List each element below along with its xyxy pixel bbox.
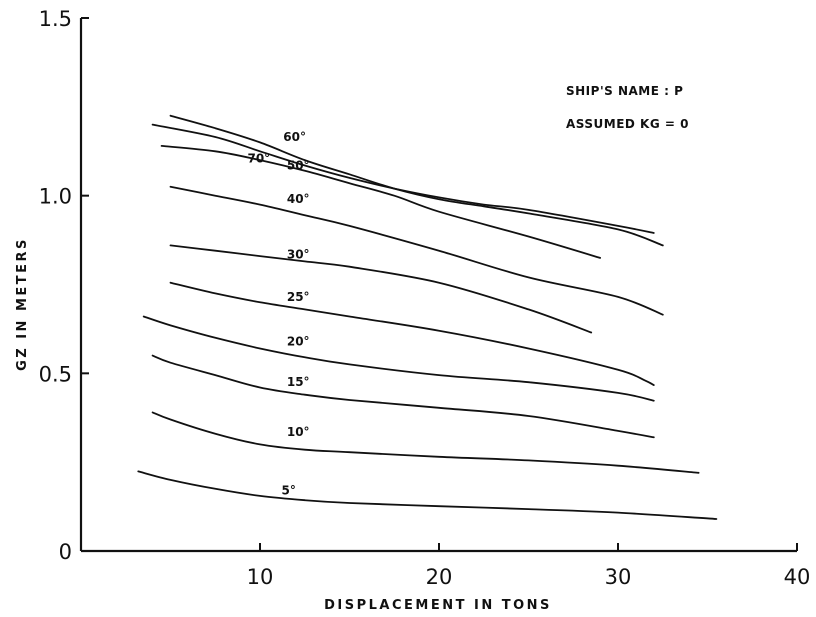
axes: 10 20 30 40 0 0.5 1.0 1.5 — [39, 7, 811, 589]
curve-70-deg — [169, 114, 664, 247]
y-axis-title: GZ IN METERS — [15, 237, 30, 371]
curve-20-deg — [142, 315, 655, 402]
curve-10-deg — [151, 411, 700, 474]
curve-label-10-deg: 10° — [287, 425, 310, 439]
curve-label-40-deg: 40° — [287, 192, 310, 206]
curve-label-70-deg: 70° — [247, 151, 270, 165]
curve-25-deg — [169, 281, 655, 386]
curve-label-25-deg: 25° — [287, 290, 310, 304]
curve-5-deg — [137, 470, 718, 520]
curve-label-30-deg: 30° — [287, 247, 310, 261]
curve-label-15-deg: 15° — [287, 375, 310, 389]
curve-15-deg — [151, 354, 655, 439]
y-tick-label: 0.5 — [39, 362, 72, 386]
curve-60-deg — [151, 123, 655, 234]
x-tick-label: 20 — [426, 565, 453, 589]
curve-40-deg — [169, 185, 664, 316]
curves — [137, 114, 718, 520]
y-tick-label: 1.0 — [39, 185, 72, 209]
curve-50-deg — [160, 145, 601, 259]
x-tick-label: 30 — [605, 565, 632, 589]
curve-label-5-deg: 5° — [281, 484, 295, 498]
annotation-assumed-kg: ASSUMED KG = 0 — [566, 117, 689, 131]
curve-label-20-deg: 20° — [287, 334, 310, 348]
y-tick-label: 0 — [59, 540, 72, 564]
annotation-ship-name: SHIP'S NAME : P — [566, 84, 683, 98]
x-tick-label: 40 — [784, 565, 811, 589]
curve-label-50-deg: 50° — [287, 158, 310, 172]
x-tick-label: 10 — [247, 565, 274, 589]
curve-labels: 5° 10° 15° 20° 25° 30° 40° 50° 60° 70° — [247, 130, 309, 498]
curve-30-deg — [169, 244, 593, 334]
y-tick-label: 1.5 — [39, 7, 72, 31]
x-axis-title: DISPLACEMENT IN TONS — [324, 598, 552, 613]
curve-label-60-deg: 60° — [283, 130, 306, 144]
